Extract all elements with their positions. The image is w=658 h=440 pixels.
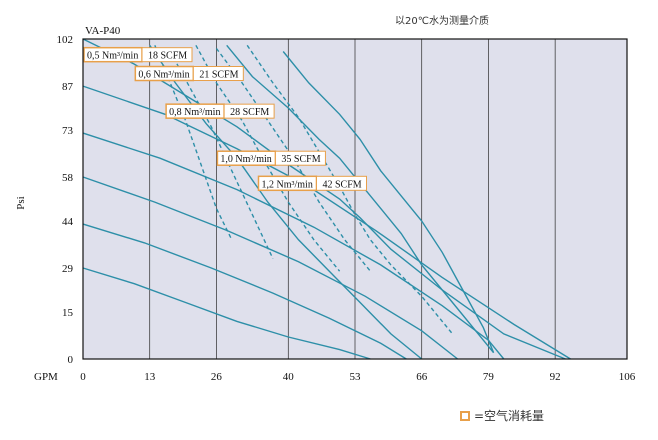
y-tick-label-1: 15: [62, 307, 74, 319]
curve-4: [82, 85, 571, 360]
scfm-box-2: [223, 103, 275, 119]
plot-frame: [82, 38, 628, 360]
curve-0: [82, 267, 371, 360]
legend-label: =空气消耗量: [474, 409, 545, 423]
label-flow-1: 0,6 Nm³/min: [138, 70, 189, 81]
x-tick-label-2: 26: [211, 371, 223, 383]
y-tick-label-2: 29: [62, 263, 74, 275]
label-scfm-1: 21 SCFM: [199, 70, 238, 81]
chart-title: VA-P40: [85, 25, 121, 37]
label-scfm-3: 35 SCFM: [281, 154, 320, 165]
x-tick-label-8: 106: [619, 371, 636, 383]
y-tick-label-5: 73: [62, 125, 74, 137]
label-flow-3: 1,0 Nm³/min: [220, 154, 271, 165]
y-tick-label-6: 87: [62, 81, 74, 93]
axes: 0 13 26 40 53 66 79 92 106 0 15 29 44 58 73 87 102: [57, 34, 636, 383]
performance-curves: [82, 38, 571, 360]
y-axis-label: Psi: [15, 196, 27, 209]
curve-13: [246, 44, 454, 335]
measurement-medium-note: 以20℃水为测量介质: [395, 16, 489, 27]
x-tick-label-3: 40: [283, 371, 295, 383]
y-tick-label-7: 102: [57, 34, 74, 46]
air-consumption-label-0: 0,5 Nm³/min 18 SCFM: [83, 46, 193, 63]
x-axis-label: GPM: [34, 371, 58, 383]
x-tick-label-7: 92: [550, 371, 561, 383]
x-tick-label-5: 66: [416, 371, 428, 383]
curve-1: [82, 223, 407, 360]
curve-2: [82, 176, 459, 360]
air-consumption-label-1: 0,6 Nm³/min 21 SCFM: [134, 65, 244, 82]
scfm-box-3: [274, 150, 326, 166]
scfm-box-1: [192, 66, 244, 82]
x-tick-label-0: 0: [80, 371, 86, 383]
curve-10: [169, 51, 274, 259]
label-flow-0: 0,5 Nm³/min: [87, 51, 138, 62]
legend: =空气消耗量: [460, 407, 544, 424]
y-tick-label-4: 58: [62, 172, 74, 184]
label-flow-2: 0,8 Nm³/min: [169, 107, 220, 118]
x-tick-label-1: 13: [144, 371, 156, 383]
label-scfm-0: 18 SCFM: [148, 51, 187, 62]
label-scfm-4: 42 SCFM: [322, 179, 361, 190]
x-tick-label-6: 79: [483, 371, 495, 383]
curve-5: [82, 38, 566, 360]
label-flow-4: 1,2 Nm³/min: [261, 179, 312, 190]
scfm-box-4: [315, 175, 367, 191]
y-tick-label-0: 0: [68, 354, 74, 366]
scfm-box-0: [141, 47, 193, 63]
legend-swatch: [460, 410, 470, 421]
curve-6: [149, 44, 423, 360]
air-consumption-label-2: 0,8 Nm³/min 28 SCFM: [165, 103, 275, 119]
air-consumption-labels: 0,5 Nm³/min 18 SCFM 0,6 Nm³/min 21 SCFM 0,8 …: [83, 46, 367, 192]
air-consumption-label-4: 1,2 Nm³/min 42 SCFM: [257, 175, 367, 192]
curve-11: [195, 44, 341, 272]
curve-3: [82, 132, 505, 360]
x-tick-label-4: 53: [350, 371, 362, 383]
label-scfm-2: 28 SCFM: [230, 107, 269, 118]
air-consumption-label-3: 1,0 Nm³/min 35 SCFM: [216, 150, 326, 166]
y-tick-label-3: 44: [62, 216, 74, 228]
curve-8: [282, 51, 495, 353]
